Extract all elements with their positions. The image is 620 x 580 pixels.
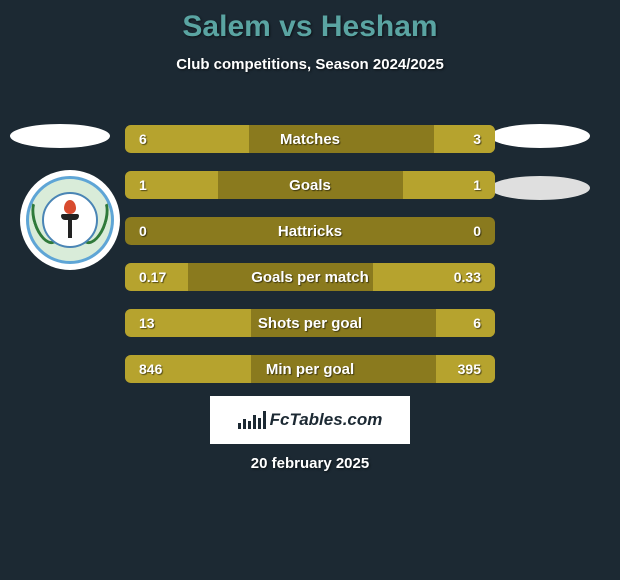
stat-row: 6Matches3	[125, 125, 495, 153]
stats-rows-container: 6Matches31Goals10Hattricks00.17Goals per…	[0, 125, 620, 401]
stat-value-right: 3	[473, 131, 481, 147]
stat-row: 1Goals1	[125, 171, 495, 199]
stat-value-right: 0	[473, 223, 481, 239]
watermark-bar-segment	[238, 423, 241, 429]
watermark-bar-segment	[258, 418, 261, 429]
stat-label: Goals per match	[125, 269, 495, 286]
page-title: Salem vs Hesham	[0, 0, 620, 44]
stat-value-right: 1	[473, 177, 481, 193]
page-subtitle: Club competitions, Season 2024/2025	[0, 56, 620, 73]
stat-row: 0.17Goals per match0.33	[125, 263, 495, 291]
watermark-bar-segment	[253, 415, 256, 429]
watermark-bar-segment	[243, 419, 246, 429]
stat-label: Shots per goal	[125, 315, 495, 332]
stat-label: Goals	[125, 177, 495, 194]
stat-value-right: 6	[473, 315, 481, 331]
stat-label: Min per goal	[125, 361, 495, 378]
stat-row: 846Min per goal395	[125, 355, 495, 383]
date-label: 20 february 2025	[0, 455, 620, 472]
stat-row: 0Hattricks0	[125, 217, 495, 245]
stat-row: 13Shots per goal6	[125, 309, 495, 337]
watermark-badge: FcTables.com	[210, 396, 410, 444]
watermark-bar-segment	[263, 411, 266, 429]
stat-label: Matches	[125, 131, 495, 148]
comparison-infographic: Salem vs Hesham Club competitions, Seaso…	[0, 0, 620, 580]
watermark-bar-segment	[248, 421, 251, 429]
stat-label: Hattricks	[125, 223, 495, 240]
stat-value-right: 395	[458, 361, 481, 377]
watermark-bars-icon	[238, 411, 266, 429]
watermark-text: FcTables.com	[270, 410, 383, 430]
stat-value-right: 0.33	[454, 269, 481, 285]
